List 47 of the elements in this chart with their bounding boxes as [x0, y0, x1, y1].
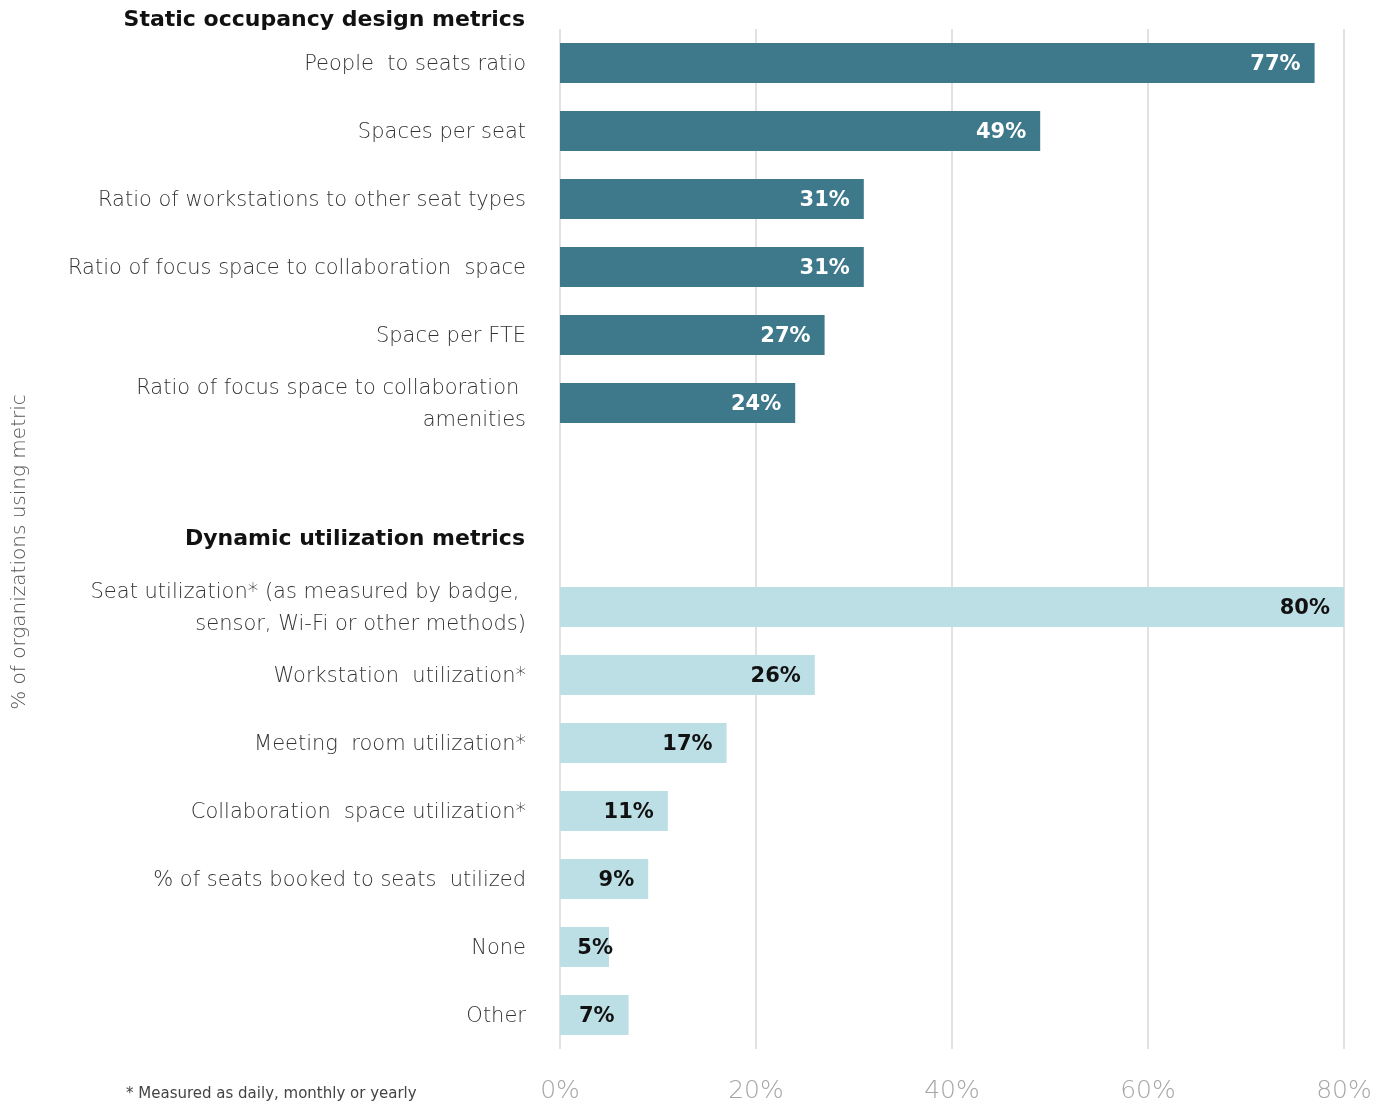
- bar: [560, 655, 815, 695]
- y-tick-label: People to seats ratio: [304, 51, 526, 75]
- x-tick-label: 40%: [924, 1075, 980, 1104]
- text: Static occupancy design metrics: [123, 5, 525, 31]
- y-tick-label: None: [471, 935, 526, 959]
- text: * Measured as daily, monthly or yearly: [126, 1083, 417, 1102]
- y-tick-label: Space per FTE: [375, 323, 526, 347]
- y-tick-label: Ratio of focus space to collaboration space: [67, 255, 526, 279]
- bar: [560, 179, 864, 219]
- x-tick-label: 20%: [728, 1075, 784, 1104]
- bar: [560, 43, 1315, 83]
- y-tick-label: Meeting room utilization*: [254, 731, 526, 755]
- data-label: 5%: [577, 935, 613, 959]
- y-tick-label: Workstation utilization*: [273, 663, 526, 687]
- data-label: 11%: [603, 799, 654, 823]
- bar: [560, 247, 864, 287]
- y-tick-label: Seat utilization* (as measured by badge, sensor, Wi-Fi or other methods): [90, 579, 526, 635]
- bar: [560, 315, 825, 355]
- bar: [560, 791, 668, 831]
- data-label: 7%: [578, 1003, 615, 1027]
- y-tick-label: Ratio of focus space to collaboration amenities: [136, 375, 526, 431]
- data-label: 77%: [1250, 51, 1301, 75]
- bar: [560, 995, 629, 1035]
- y-axis-title: % of organizations using metric: [6, 394, 30, 710]
- bar: [560, 383, 796, 423]
- x-tick-label: 0%: [540, 1075, 580, 1104]
- y-tick-label: % of seats booked to seats utilized: [153, 867, 526, 891]
- y-tick-label: Collaboration space utilization*: [190, 799, 526, 823]
- bar: [560, 859, 649, 899]
- x-tick-label: 60%: [1120, 1075, 1176, 1104]
- bar: [560, 111, 1041, 151]
- data-label: 24%: [730, 391, 782, 415]
- data-label: 9%: [598, 867, 635, 891]
- y-tick-label: Spaces per seat: [357, 119, 526, 143]
- text: Dynamic utilization metrics: [184, 524, 525, 550]
- bar: [560, 587, 1344, 627]
- data-label: 80%: [1279, 595, 1330, 619]
- bar: [560, 723, 727, 763]
- data-label: 26%: [750, 663, 801, 687]
- data-label: 17%: [662, 731, 713, 755]
- data-label: 31%: [799, 255, 850, 279]
- data-label: 27%: [760, 323, 811, 347]
- data-label: 49%: [975, 119, 1027, 143]
- x-tick-label: 80%: [1316, 1075, 1372, 1104]
- data-label: 31%: [799, 187, 850, 211]
- y-tick-label: Ratio of workstations to other seat types: [97, 187, 526, 211]
- y-tick-label: Other: [466, 1003, 527, 1027]
